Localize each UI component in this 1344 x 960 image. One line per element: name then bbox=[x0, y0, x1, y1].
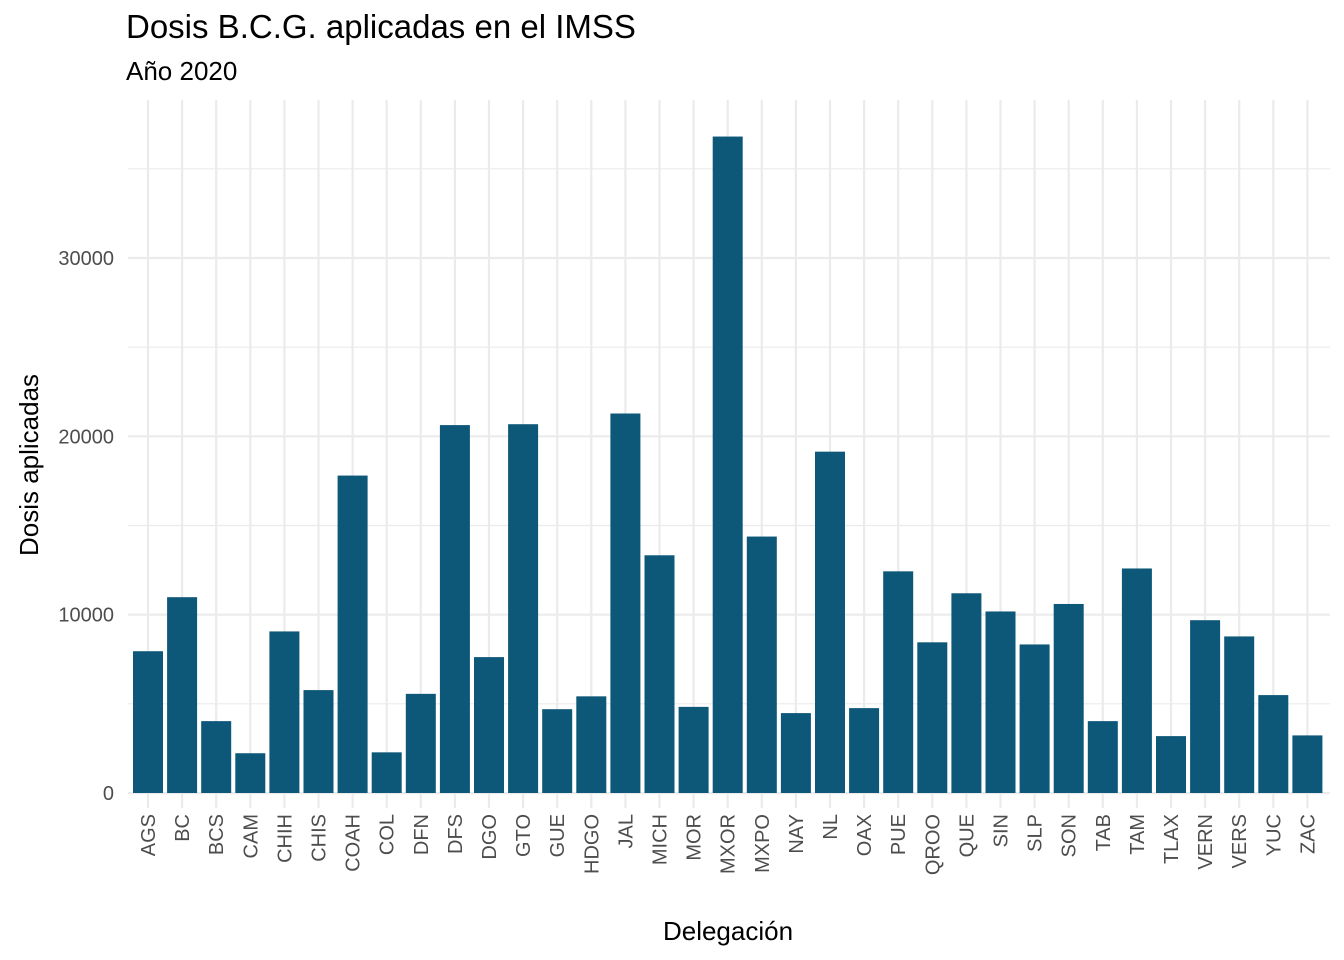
bar-col bbox=[371, 752, 402, 793]
x-tick-label: CHIH bbox=[274, 814, 296, 863]
bar-mor bbox=[678, 706, 709, 793]
x-tick-label: COL bbox=[377, 814, 399, 855]
bar-hdgo bbox=[576, 696, 607, 793]
bar-mxpo bbox=[746, 536, 777, 793]
x-tick-label: BC bbox=[172, 814, 194, 842]
x-tick-label: MXPO bbox=[752, 814, 774, 873]
bar-chis bbox=[303, 690, 334, 793]
bar-dfn bbox=[405, 693, 436, 793]
y-axis-tick-labels: 0 10000 20000 30000 bbox=[58, 248, 114, 805]
bar-bc bbox=[167, 597, 198, 793]
x-tick-label: CHIS bbox=[309, 814, 331, 862]
y-axis-label: Dosis aplicadas bbox=[14, 374, 44, 556]
x-tick-label: YUC bbox=[1263, 814, 1285, 856]
y-tick-label: 0 bbox=[103, 783, 114, 805]
x-tick-label: TAB bbox=[1093, 814, 1115, 851]
x-tick-label: GUE bbox=[547, 814, 569, 857]
x-tick-label: SLP bbox=[1025, 814, 1047, 852]
x-tick-label: NAY bbox=[786, 814, 808, 854]
y-tick-label: 10000 bbox=[58, 605, 114, 627]
bar-pue bbox=[883, 571, 914, 793]
x-tick-label: VERS bbox=[1229, 814, 1251, 868]
x-tick-label: NL bbox=[820, 814, 842, 840]
x-tick-label: TLAX bbox=[1161, 814, 1183, 864]
bar-mich bbox=[644, 555, 675, 793]
x-tick-label: VERN bbox=[1195, 814, 1217, 870]
x-tick-label: GTO bbox=[513, 814, 535, 857]
x-tick-label: BCS bbox=[206, 814, 228, 855]
x-tick-label: HDGO bbox=[581, 814, 603, 874]
x-tick-label: CAM bbox=[240, 814, 262, 858]
bar-dfs bbox=[439, 425, 470, 793]
x-tick-label: SON bbox=[1059, 814, 1081, 857]
y-tick-label: 20000 bbox=[58, 426, 114, 448]
x-tick-label: PUE bbox=[888, 814, 910, 855]
x-tick-label: MXOR bbox=[718, 814, 740, 874]
bar-que bbox=[951, 593, 982, 793]
bar-gto bbox=[508, 424, 539, 793]
chart-title: Dosis B.C.G. aplicadas en el IMSS bbox=[126, 8, 636, 45]
chart-subtitle: Año 2020 bbox=[126, 56, 238, 86]
x-axis-label: Delegación bbox=[663, 916, 793, 946]
x-tick-label: MOR bbox=[684, 814, 706, 861]
x-tick-label: QROO bbox=[922, 814, 944, 875]
x-tick-label: OAX bbox=[854, 814, 876, 856]
x-tick-label: SIN bbox=[991, 814, 1013, 847]
bar-chih bbox=[269, 631, 300, 793]
x-tick-label: QUE bbox=[956, 814, 978, 857]
bar-tam bbox=[1121, 568, 1152, 793]
x-tick-label: AGS bbox=[138, 814, 160, 856]
bar-sin bbox=[985, 611, 1016, 793]
bar-yuc bbox=[1258, 695, 1289, 793]
bar-zac bbox=[1292, 735, 1323, 793]
y-tick-label: 30000 bbox=[58, 248, 114, 270]
x-axis-tick-labels: AGS BC BCS CAM CHIH CHIS COAH COL DFN DFS DGO GTO GU… bbox=[138, 814, 1319, 875]
bars bbox=[133, 136, 1323, 793]
x-tick-label: DGO bbox=[479, 814, 501, 860]
bar-jal bbox=[610, 413, 641, 793]
bar-vers bbox=[1224, 636, 1255, 793]
bar-slp bbox=[1019, 644, 1050, 793]
bar-son bbox=[1053, 603, 1084, 793]
x-tick-label: DFS bbox=[445, 814, 467, 854]
bar-nl bbox=[815, 451, 845, 793]
bar-qroo bbox=[917, 642, 948, 793]
bar-gue bbox=[542, 709, 573, 793]
x-tick-label: DFN bbox=[411, 814, 433, 855]
bar-mxor bbox=[712, 136, 743, 793]
bar-nay bbox=[780, 713, 811, 793]
bar-dgo bbox=[474, 657, 504, 793]
bar-ags bbox=[133, 651, 163, 793]
x-tick-label: MICH bbox=[650, 814, 672, 865]
x-tick-label: COAH bbox=[343, 814, 365, 872]
bar-tab bbox=[1087, 721, 1118, 793]
bar-tlax bbox=[1156, 736, 1186, 793]
bar-vern bbox=[1190, 620, 1221, 793]
x-tick-label: JAL bbox=[615, 814, 637, 848]
bar-bcs bbox=[201, 721, 232, 793]
bar-coah bbox=[337, 475, 368, 793]
bar-oax bbox=[849, 708, 880, 793]
x-tick-label: TAM bbox=[1127, 814, 1149, 855]
x-tick-label: ZAC bbox=[1297, 814, 1319, 854]
bar-cam bbox=[235, 753, 266, 793]
